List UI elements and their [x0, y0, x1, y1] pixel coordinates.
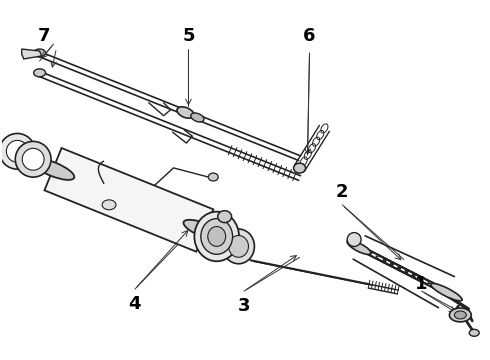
Ellipse shape: [201, 219, 233, 254]
Ellipse shape: [6, 140, 28, 162]
Ellipse shape: [195, 212, 239, 261]
Text: 3: 3: [238, 297, 250, 315]
Text: 5: 5: [182, 27, 195, 45]
Ellipse shape: [191, 113, 204, 122]
Ellipse shape: [469, 329, 479, 336]
Polygon shape: [45, 148, 213, 252]
Ellipse shape: [208, 173, 218, 181]
Ellipse shape: [22, 148, 44, 170]
Ellipse shape: [449, 308, 471, 322]
Ellipse shape: [0, 134, 35, 169]
Text: 4: 4: [128, 295, 141, 313]
Ellipse shape: [294, 163, 306, 173]
Ellipse shape: [15, 141, 51, 177]
Ellipse shape: [454, 311, 466, 319]
Ellipse shape: [431, 283, 462, 301]
Ellipse shape: [347, 240, 371, 255]
Ellipse shape: [34, 49, 46, 57]
Ellipse shape: [229, 235, 248, 257]
Ellipse shape: [102, 200, 116, 210]
Polygon shape: [22, 49, 42, 59]
Ellipse shape: [32, 158, 74, 180]
Ellipse shape: [208, 226, 225, 246]
Ellipse shape: [218, 211, 232, 222]
Ellipse shape: [34, 69, 46, 77]
Text: 7: 7: [37, 27, 50, 45]
Ellipse shape: [183, 220, 226, 241]
Text: 2: 2: [336, 183, 348, 201]
Ellipse shape: [222, 229, 254, 264]
Text: 1: 1: [416, 275, 428, 293]
Ellipse shape: [347, 233, 361, 247]
Text: 6: 6: [303, 27, 316, 45]
Ellipse shape: [177, 107, 194, 118]
